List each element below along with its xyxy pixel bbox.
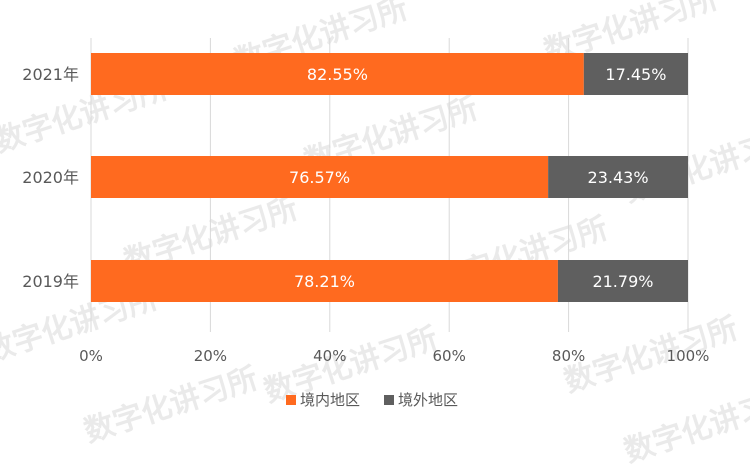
bar-overseas-0 [583, 53, 688, 95]
data-label-domestic-1: 76.57% [289, 168, 350, 187]
bar-domestic-1 [91, 156, 549, 198]
x-tick-label-40: 40% [313, 347, 346, 365]
category-label-1: 2020年 [22, 168, 79, 187]
data-label-overseas-1: 23.43% [588, 168, 649, 187]
bar-overseas-1 [548, 156, 688, 198]
data-label-overseas-0: 17.45% [605, 65, 666, 84]
bar-domestic-0 [91, 53, 584, 95]
x-tick-label-100: 100% [667, 347, 710, 365]
bar-domestic-2 [91, 260, 558, 302]
legend-swatch-0 [286, 395, 296, 405]
x-tick-label-60: 60% [433, 347, 466, 365]
x-tick-label-0: 0% [79, 347, 103, 365]
x-tick-label-20: 20% [194, 347, 227, 365]
category-label-0: 2021年 [22, 65, 79, 84]
category-label-2: 2019年 [22, 272, 79, 291]
legend-label-1: 境外地区 [398, 391, 458, 409]
legend-label-0: 境内地区 [300, 391, 360, 409]
data-label-domestic-0: 82.55% [307, 65, 368, 84]
x-tick-label-80: 80% [552, 347, 585, 365]
chart: 0% 20% 40% 60% 80% 100% 82.55% 17.45% 2021年 76.57… [22, 38, 710, 409]
legend-swatch-1 [384, 395, 394, 405]
data-label-overseas-2: 21.79% [592, 272, 653, 291]
data-label-domestic-2: 78.21% [294, 272, 355, 291]
bar-overseas-2 [557, 260, 688, 302]
